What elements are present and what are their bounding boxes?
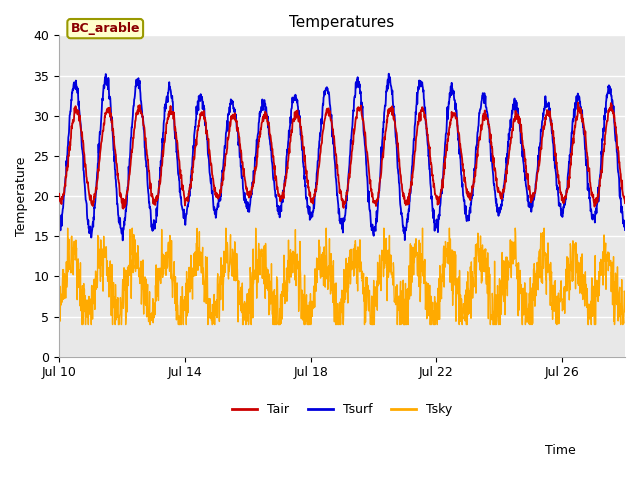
- Text: BC_arable: BC_arable: [70, 22, 140, 35]
- Legend: Tair, Tsurf, Tsky: Tair, Tsurf, Tsky: [227, 398, 457, 421]
- Text: Time: Time: [545, 444, 576, 457]
- Title: Temperatures: Temperatures: [289, 15, 395, 30]
- Y-axis label: Temperature: Temperature: [15, 156, 28, 236]
